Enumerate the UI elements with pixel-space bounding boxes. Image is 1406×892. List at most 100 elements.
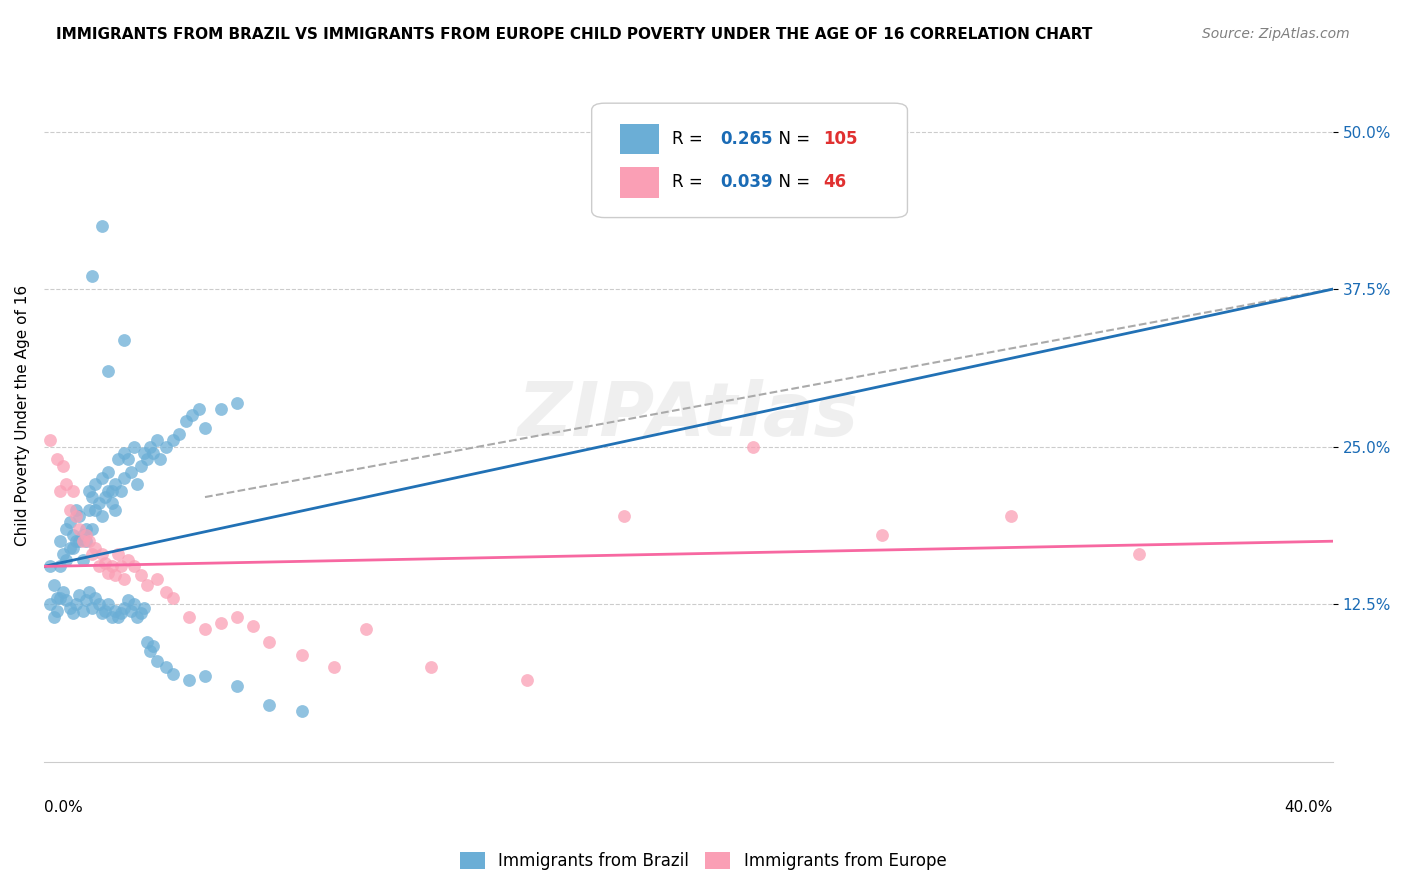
- Point: [127, 610, 149, 624]
- Point: [72, 534, 94, 549]
- Point: [145, 654, 167, 668]
- Text: R =: R =: [672, 173, 707, 191]
- Point: [100, 483, 122, 498]
- Point: [122, 440, 145, 454]
- Point: [114, 471, 136, 485]
- Point: [142, 639, 165, 653]
- Point: [87, 597, 110, 611]
- Point: [291, 704, 314, 718]
- Point: [94, 490, 117, 504]
- Point: [90, 547, 112, 561]
- Point: [259, 698, 281, 712]
- Point: [114, 446, 136, 460]
- Point: [114, 333, 136, 347]
- Point: [155, 660, 177, 674]
- Text: 0.039: 0.039: [720, 173, 773, 191]
- Point: [354, 623, 377, 637]
- Point: [65, 534, 87, 549]
- Point: [120, 465, 142, 479]
- Point: [209, 401, 232, 416]
- Point: [107, 547, 129, 561]
- Point: [49, 591, 72, 605]
- Point: [127, 477, 149, 491]
- Text: Source: ZipAtlas.com: Source: ZipAtlas.com: [1202, 27, 1350, 41]
- Point: [110, 483, 132, 498]
- Point: [49, 483, 72, 498]
- Point: [104, 502, 127, 516]
- Point: [49, 559, 72, 574]
- Legend: Immigrants from Brazil, Immigrants from Europe: Immigrants from Brazil, Immigrants from …: [453, 845, 953, 877]
- Point: [322, 660, 344, 674]
- Point: [122, 559, 145, 574]
- Text: 46: 46: [824, 173, 846, 191]
- Point: [97, 483, 120, 498]
- Point: [65, 502, 87, 516]
- Point: [136, 452, 159, 467]
- Point: [82, 269, 104, 284]
- Point: [42, 578, 65, 592]
- Point: [72, 528, 94, 542]
- Point: [155, 584, 177, 599]
- Point: [613, 508, 636, 523]
- Point: [120, 603, 142, 617]
- Point: [139, 440, 162, 454]
- Point: [97, 566, 120, 580]
- Point: [59, 541, 82, 555]
- Point: [226, 610, 249, 624]
- Point: [45, 591, 67, 605]
- Point: [155, 440, 177, 454]
- Point: [65, 508, 87, 523]
- Point: [100, 496, 122, 510]
- Point: [139, 644, 162, 658]
- Point: [162, 434, 184, 448]
- Text: 0.265: 0.265: [720, 129, 773, 148]
- Point: [1128, 547, 1150, 561]
- Point: [132, 446, 155, 460]
- Point: [62, 606, 84, 620]
- Y-axis label: Child Poverty Under the Age of 16: Child Poverty Under the Age of 16: [15, 285, 30, 546]
- Point: [167, 427, 190, 442]
- FancyBboxPatch shape: [620, 124, 658, 154]
- Point: [77, 584, 100, 599]
- Point: [129, 458, 152, 473]
- Point: [55, 522, 77, 536]
- Point: [82, 490, 104, 504]
- Point: [870, 528, 893, 542]
- Text: N =: N =: [768, 173, 815, 191]
- Point: [177, 610, 200, 624]
- Point: [107, 452, 129, 467]
- Point: [52, 547, 75, 561]
- Point: [114, 601, 136, 615]
- Point: [77, 502, 100, 516]
- Point: [62, 541, 84, 555]
- Point: [75, 534, 97, 549]
- Point: [77, 534, 100, 549]
- Point: [49, 534, 72, 549]
- Point: [741, 440, 763, 454]
- Point: [59, 516, 82, 530]
- Point: [174, 414, 197, 428]
- Point: [97, 465, 120, 479]
- Point: [162, 591, 184, 605]
- Point: [187, 401, 209, 416]
- Point: [84, 541, 107, 555]
- Point: [129, 606, 152, 620]
- FancyBboxPatch shape: [592, 103, 907, 218]
- Point: [67, 588, 90, 602]
- Point: [94, 556, 117, 570]
- Point: [87, 496, 110, 510]
- Point: [226, 679, 249, 693]
- Point: [97, 597, 120, 611]
- Point: [72, 553, 94, 567]
- Point: [82, 522, 104, 536]
- Point: [110, 559, 132, 574]
- Point: [55, 553, 77, 567]
- Point: [94, 603, 117, 617]
- Point: [149, 452, 172, 467]
- Point: [39, 434, 62, 448]
- Point: [90, 508, 112, 523]
- Point: [97, 364, 120, 378]
- Point: [67, 534, 90, 549]
- Point: [104, 568, 127, 582]
- Point: [45, 603, 67, 617]
